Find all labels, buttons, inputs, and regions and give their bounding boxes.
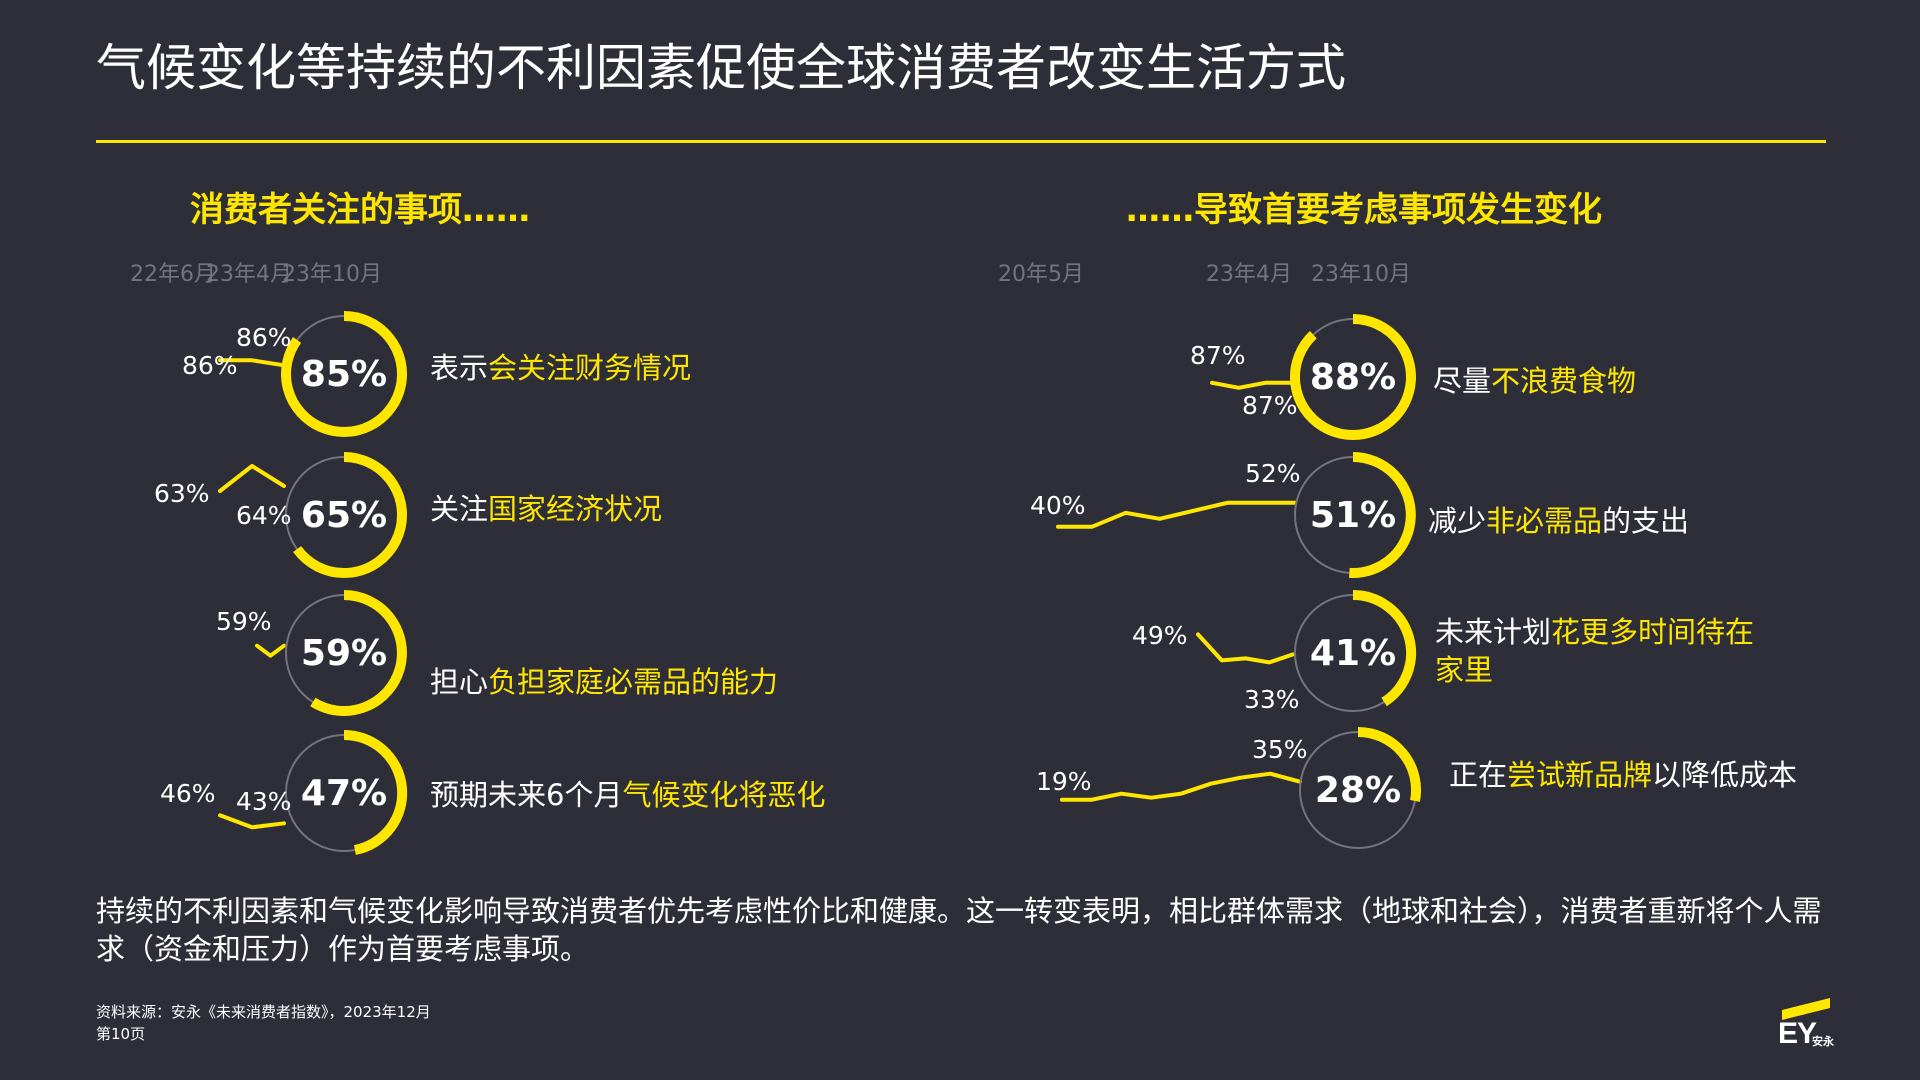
right-second-value-label: 52% [1245, 459, 1301, 488]
right-ring-arc [1357, 727, 1422, 802]
right-item-label-3: 未来计划花更多时间待在家里 [1435, 615, 1755, 687]
right-second-value-label: 87% [1242, 391, 1298, 420]
right-trend-line [1060, 771, 1302, 802]
right-item-label-1: 尽量不浪费食物 [1433, 364, 1637, 398]
page-title: 气候变化等持续的不利因素促使全球消费者改变生活方式 [96, 39, 1346, 97]
left-first-value-label: 46% [160, 779, 216, 808]
right-period-label: 23年10月 [1311, 262, 1411, 287]
right-second-value-label: 33% [1244, 685, 1300, 714]
left-ring-value: 85% [301, 354, 387, 395]
left-second-value-label: 43% [236, 787, 292, 816]
right-item-label-4: 正在尝试新品牌以降低成本 [1449, 758, 1798, 792]
left-trend-line [218, 464, 286, 493]
left-period-label: 23年10月 [282, 262, 382, 287]
summary-text: 持续的不利因素和气候变化影响导致消费者优先考虑性价比和健康。这一转变表明，相比群… [96, 894, 1822, 966]
left-item-label-1: 表示会关注财务情况 [430, 351, 692, 385]
left-first-value-label: 59% [216, 607, 272, 636]
left-first-value-label: 86% [182, 351, 238, 380]
left-ring-arc [281, 311, 407, 437]
right-ring-value: 28% [1315, 770, 1401, 811]
right-first-value-label: 40% [1030, 491, 1086, 520]
right-second-value-label: 35% [1252, 735, 1308, 764]
title-divider [96, 140, 1826, 143]
logo-cn-text: 安永 [1812, 1035, 1834, 1048]
left-trend-line [218, 358, 286, 368]
left-trend-line [255, 643, 286, 658]
right-ring-value: 51% [1310, 495, 1396, 536]
right-period-label: 20年5月 [998, 262, 1084, 287]
right-ring-arc [1349, 452, 1416, 578]
left-second-value-label: 64% [236, 501, 292, 530]
right-ring-arc [1290, 314, 1416, 440]
ey-logo: EY 安永 [1778, 998, 1844, 1052]
right-first-value-label: 49% [1132, 621, 1188, 650]
left-item-label-4: 预期未来6个月气候变化将恶化 [430, 778, 826, 812]
left-ring-arc [343, 729, 408, 855]
right-trend-line [1056, 500, 1297, 529]
logo-text: EY [1778, 1017, 1817, 1050]
right-ring-arc [1352, 590, 1417, 707]
right-trend-line [1196, 632, 1295, 665]
right-section-heading: ……导致首要考虑事项发生变化 [1126, 190, 1602, 230]
left-item-label-2: 关注国家经济状况 [430, 492, 663, 526]
right-ring-value: 41% [1310, 633, 1396, 674]
left-first-value-label: 63% [154, 479, 210, 508]
left-ring-arc [310, 590, 407, 716]
left-period-label: 23年4月 [206, 262, 292, 287]
left-ring-value: 59% [301, 633, 387, 674]
source-note: 资料来源：安永《未来消费者指数》，2023年12月 [96, 1003, 431, 1021]
right-ring-value: 88% [1310, 357, 1396, 398]
left-ring-value: 65% [301, 495, 387, 536]
left-section-heading: 消费者关注的事项…… [190, 190, 530, 230]
right-trend-line [1210, 380, 1294, 390]
left-ring-arc [293, 452, 407, 578]
right-item-label-2: 减少非必需品的支出 [1428, 504, 1690, 538]
right-first-value-label: 87% [1190, 341, 1246, 370]
right-period-label: 23年4月 [1206, 262, 1292, 287]
left-period-label: 22年6月 [130, 262, 216, 287]
left-second-value-label: 86% [236, 323, 292, 352]
right-first-value-label: 19% [1036, 767, 1092, 796]
page-number: 第10页 [96, 1025, 146, 1043]
left-trend-line [218, 813, 286, 830]
left-ring-value: 47% [301, 773, 387, 814]
left-item-label-3: 担心负担家庭必需品的能力 [430, 665, 779, 699]
